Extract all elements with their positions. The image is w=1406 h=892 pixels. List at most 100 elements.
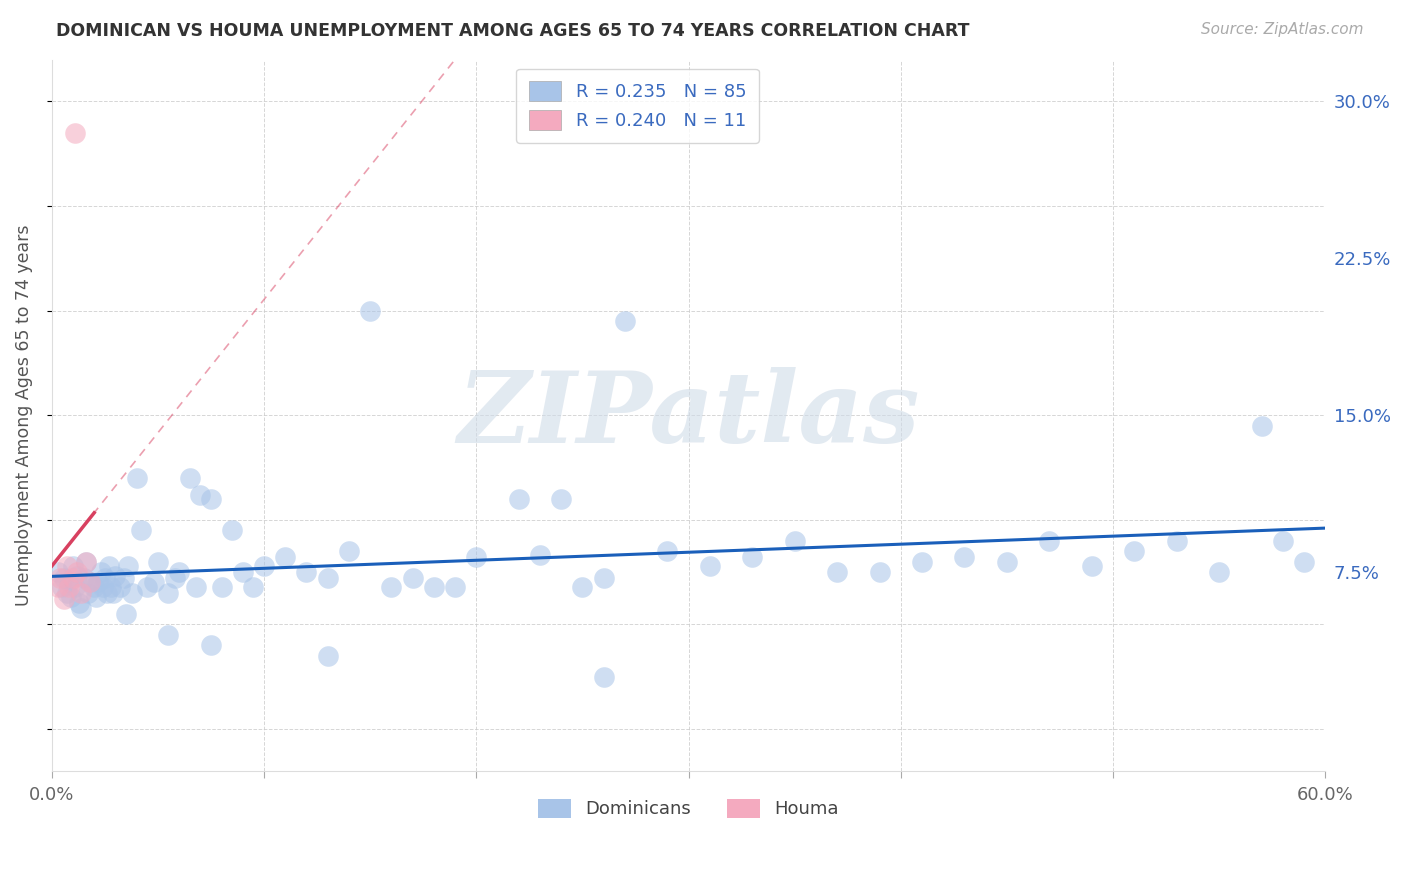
Point <box>295 565 318 579</box>
Point <box>63 580 86 594</box>
Point <box>380 580 402 594</box>
Point <box>359 303 381 318</box>
Point <box>100 580 122 594</box>
Point <box>613 314 636 328</box>
Point <box>94 571 117 585</box>
Point <box>337 544 360 558</box>
Point <box>657 544 679 558</box>
Point <box>125 471 148 485</box>
Point <box>869 565 891 579</box>
Point <box>55 558 77 573</box>
Point <box>67 596 90 610</box>
Point <box>221 523 243 537</box>
Point <box>529 549 551 563</box>
Point <box>96 586 118 600</box>
Point <box>98 558 121 573</box>
Point <box>104 569 127 583</box>
Point <box>200 491 222 506</box>
Point <box>49 571 72 585</box>
Point <box>90 565 112 579</box>
Point <box>825 565 848 579</box>
Point <box>55 586 77 600</box>
Point <box>46 580 69 594</box>
Point <box>103 586 125 600</box>
Point <box>62 571 84 585</box>
Point <box>76 586 98 600</box>
Point <box>550 491 572 506</box>
Point <box>83 580 105 594</box>
Point <box>157 628 180 642</box>
Point <box>232 565 254 579</box>
Point <box>53 571 76 585</box>
Y-axis label: Unemployment Among Ages 65 to 74 years: Unemployment Among Ages 65 to 74 years <box>15 225 32 606</box>
Point <box>70 586 93 600</box>
Point <box>91 580 114 594</box>
Point <box>121 586 143 600</box>
Point <box>253 558 276 573</box>
Point <box>115 607 138 621</box>
Point <box>72 571 94 585</box>
Point <box>211 580 233 594</box>
Point <box>59 590 82 604</box>
Point <box>163 571 186 585</box>
Point <box>108 580 131 594</box>
Legend: Dominicans, Houma: Dominicans, Houma <box>531 791 846 826</box>
Point <box>86 590 108 604</box>
Point <box>66 569 89 583</box>
Point <box>571 580 593 594</box>
Point <box>953 550 976 565</box>
Point <box>129 523 152 537</box>
Point <box>117 558 139 573</box>
Point <box>157 586 180 600</box>
Point <box>242 580 264 594</box>
Point <box>79 575 101 590</box>
Point <box>87 575 110 590</box>
Point <box>79 575 101 590</box>
Point <box>1208 565 1230 579</box>
Point <box>423 580 446 594</box>
Point <box>1123 544 1146 558</box>
Text: DOMINICAN VS HOUMA UNEMPLOYMENT AMONG AGES 65 TO 74 YEARS CORRELATION CHART: DOMINICAN VS HOUMA UNEMPLOYMENT AMONG AG… <box>56 22 970 40</box>
Point <box>316 648 339 663</box>
Point <box>699 558 721 573</box>
Point <box>1038 533 1060 548</box>
Point <box>316 571 339 585</box>
Point <box>53 592 76 607</box>
Point <box>66 565 89 579</box>
Point <box>592 669 614 683</box>
Point <box>995 555 1018 569</box>
Point <box>200 638 222 652</box>
Point <box>1081 558 1104 573</box>
Point <box>184 580 207 594</box>
Text: Source: ZipAtlas.com: Source: ZipAtlas.com <box>1201 22 1364 37</box>
Point <box>142 575 165 590</box>
Point <box>70 600 93 615</box>
Point <box>1250 418 1272 433</box>
Point <box>188 488 211 502</box>
Point <box>274 550 297 565</box>
Text: ZIPatlas: ZIPatlas <box>457 367 920 464</box>
Point <box>63 126 86 140</box>
Point <box>146 555 169 569</box>
Point <box>1294 555 1316 569</box>
Point <box>1271 533 1294 548</box>
Point <box>58 580 80 594</box>
Point <box>112 571 135 585</box>
Point <box>508 491 530 506</box>
Point <box>783 533 806 548</box>
Point <box>444 580 467 594</box>
Point <box>465 550 488 565</box>
Point <box>592 571 614 585</box>
Point <box>911 555 934 569</box>
Point <box>58 575 80 590</box>
Point <box>75 555 97 569</box>
Point <box>75 555 97 569</box>
Point <box>741 550 763 565</box>
Point <box>167 565 190 579</box>
Point <box>1166 533 1188 548</box>
Point <box>179 471 201 485</box>
Point <box>401 571 423 585</box>
Point <box>62 558 84 573</box>
Point <box>136 580 159 594</box>
Point <box>46 565 69 579</box>
